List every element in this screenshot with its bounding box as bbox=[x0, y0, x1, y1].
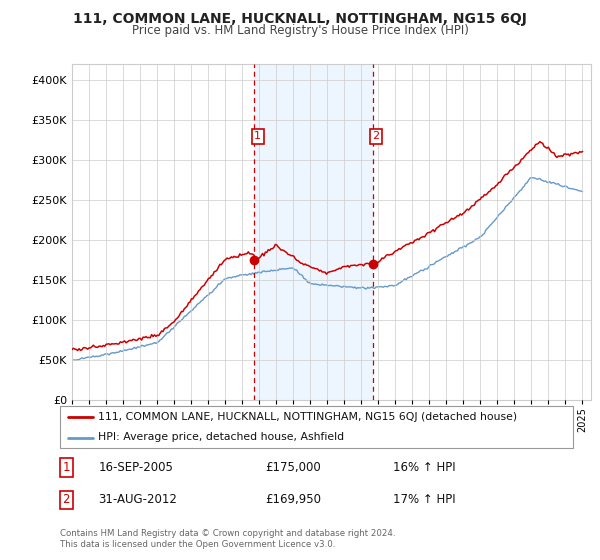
Text: HPI: Average price, detached house, Ashfield: HPI: Average price, detached house, Ashf… bbox=[98, 432, 344, 442]
Text: Price paid vs. HM Land Registry's House Price Index (HPI): Price paid vs. HM Land Registry's House … bbox=[131, 24, 469, 36]
Bar bbox=[254, 64, 373, 400]
Text: Contains HM Land Registry data © Crown copyright and database right 2024.
This d: Contains HM Land Registry data © Crown c… bbox=[60, 529, 395, 549]
Text: 2: 2 bbox=[373, 132, 379, 141]
Text: 1: 1 bbox=[62, 461, 70, 474]
Text: 16-SEP-2005: 16-SEP-2005 bbox=[98, 461, 173, 474]
Text: 1: 1 bbox=[254, 132, 261, 141]
Text: 111, COMMON LANE, HUCKNALL, NOTTINGHAM, NG15 6QJ (detached house): 111, COMMON LANE, HUCKNALL, NOTTINGHAM, … bbox=[98, 412, 518, 422]
Text: £175,000: £175,000 bbox=[265, 461, 321, 474]
Text: 31-AUG-2012: 31-AUG-2012 bbox=[98, 493, 178, 506]
Text: 2: 2 bbox=[62, 493, 70, 506]
Text: £169,950: £169,950 bbox=[265, 493, 321, 506]
Text: 16% ↑ HPI: 16% ↑ HPI bbox=[394, 461, 456, 474]
Text: 17% ↑ HPI: 17% ↑ HPI bbox=[394, 493, 456, 506]
FancyBboxPatch shape bbox=[60, 406, 573, 448]
Text: 111, COMMON LANE, HUCKNALL, NOTTINGHAM, NG15 6QJ: 111, COMMON LANE, HUCKNALL, NOTTINGHAM, … bbox=[73, 12, 527, 26]
